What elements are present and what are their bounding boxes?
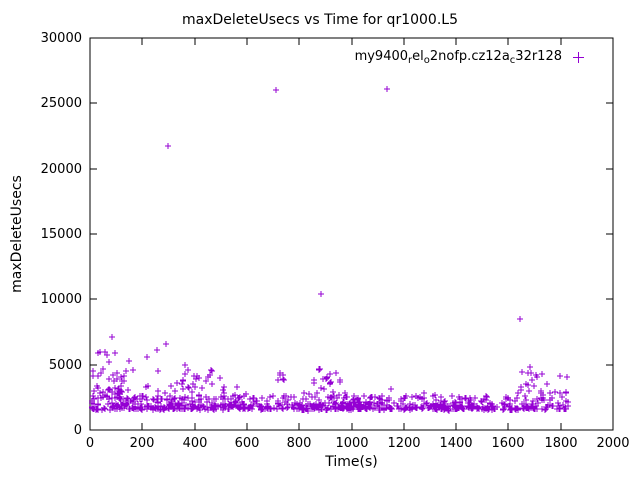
svg-text:0: 0: [86, 436, 94, 451]
svg-text:0: 0: [74, 423, 82, 438]
legend-label-segment: c: [509, 55, 516, 66]
legend-label-segment: 32r128: [515, 49, 562, 64]
svg-text:25000: 25000: [41, 96, 82, 111]
legend-label-segment: r: [408, 55, 413, 66]
svg-text:2000: 2000: [596, 436, 629, 451]
svg-text:1600: 1600: [491, 436, 524, 451]
legend-label-segment: 2nofp.cz12a: [429, 49, 510, 64]
svg-text:800: 800: [287, 436, 312, 451]
plus-marker-icon: [573, 52, 584, 63]
legend-series-label: my9400relo2nofp.cz12ac32r128: [355, 49, 562, 66]
svg-text:600: 600: [235, 436, 260, 451]
legend: my9400relo2nofp.cz12ac32r128: [355, 49, 584, 66]
legend-label-segment: o: [423, 55, 430, 66]
svg-text:400: 400: [183, 436, 208, 451]
svg-text:1000: 1000: [335, 436, 368, 451]
svg-text:15000: 15000: [41, 227, 82, 242]
svg-text:200: 200: [130, 436, 155, 451]
svg-text:5000: 5000: [49, 358, 82, 373]
svg-text:20000: 20000: [41, 162, 82, 177]
legend-label-segment: el: [412, 49, 424, 64]
svg-text:1400: 1400: [439, 436, 472, 451]
svg-text:1800: 1800: [544, 436, 577, 451]
legend-label-segment: my9400: [354, 49, 409, 64]
x-axis-label: Time(s): [325, 454, 378, 470]
chart-title: maxDeleteUsecs vs Time for qr1000.L5: [182, 12, 458, 28]
svg-text:1200: 1200: [387, 436, 420, 451]
svg-text:30000: 30000: [41, 31, 82, 46]
svg-text:10000: 10000: [41, 292, 82, 307]
